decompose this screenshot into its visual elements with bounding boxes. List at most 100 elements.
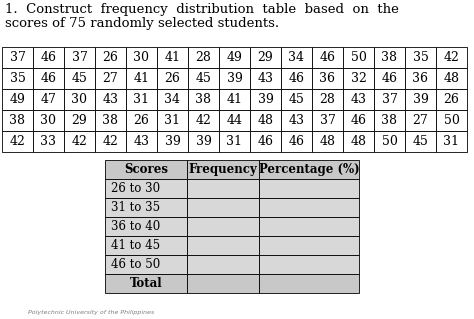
Bar [95,68,126,89]
Bar [405,110,436,131]
Text: 46: 46 [40,72,56,85]
Text: 26 to 30: 26 to 30 [111,182,160,195]
Text: 48: 48 [319,135,336,148]
Bar [259,255,359,274]
Text: 34: 34 [289,51,304,64]
Text: 42: 42 [196,114,211,127]
Text: 46: 46 [319,51,336,64]
Text: 42: 42 [444,51,459,64]
Text: Scores: Scores [124,163,168,176]
Bar [188,131,219,152]
Bar [312,131,343,152]
Bar [259,198,359,217]
Text: 34: 34 [164,93,181,106]
Bar [126,131,157,152]
Text: 27: 27 [413,114,428,127]
Text: 39: 39 [412,93,428,106]
Bar [259,236,359,255]
Text: 46: 46 [289,135,304,148]
Bar [312,110,343,131]
Bar [157,89,188,110]
Text: 43: 43 [289,114,304,127]
Text: 42: 42 [9,135,26,148]
Text: 38: 38 [382,51,398,64]
Bar [2,131,33,152]
Bar [312,68,343,89]
Text: 46: 46 [40,51,56,64]
Text: 29: 29 [72,114,87,127]
Bar [187,217,259,236]
Bar [259,274,359,293]
Bar [250,68,281,89]
Bar [105,198,187,217]
Text: 26: 26 [444,93,459,106]
Bar [187,160,259,179]
Text: 35: 35 [9,72,26,85]
Bar [33,68,64,89]
Bar [312,89,343,110]
Bar [259,217,359,236]
Text: 46: 46 [382,72,398,85]
Bar [187,274,259,293]
Bar [2,89,33,110]
Bar [219,68,250,89]
Bar [436,89,467,110]
Text: Total: Total [130,277,162,290]
Text: Frequency: Frequency [189,163,257,176]
Bar [281,131,312,152]
Bar [250,110,281,131]
Text: 42: 42 [72,135,87,148]
Bar [374,47,405,68]
Bar [105,217,187,236]
Bar [64,89,95,110]
Text: 48: 48 [257,114,273,127]
Bar [250,131,281,152]
Bar [126,47,157,68]
Bar [343,110,374,131]
Bar [343,47,374,68]
Text: 29: 29 [258,51,273,64]
Bar [374,131,405,152]
Text: 39: 39 [257,93,273,106]
Bar [105,274,187,293]
Bar [64,131,95,152]
Text: 39: 39 [196,135,211,148]
Bar [259,179,359,198]
Text: 46: 46 [350,114,366,127]
Bar [436,131,467,152]
Text: 26: 26 [164,72,181,85]
Bar [188,47,219,68]
Text: 48: 48 [444,72,459,85]
Bar [374,89,405,110]
Text: 37: 37 [319,114,336,127]
Text: 47: 47 [41,93,56,106]
Text: 31: 31 [227,135,243,148]
Bar [187,255,259,274]
Bar [219,47,250,68]
Bar [436,110,467,131]
Bar [105,179,187,198]
Text: Percentage (%): Percentage (%) [259,163,359,176]
Bar [405,131,436,152]
Bar [281,68,312,89]
Text: 32: 32 [351,72,366,85]
Bar [157,47,188,68]
Bar [33,89,64,110]
Text: 27: 27 [103,72,118,85]
Bar [343,131,374,152]
Bar [95,110,126,131]
Bar [219,131,250,152]
Bar [405,89,436,110]
Text: 26: 26 [134,114,149,127]
Text: 39: 39 [164,135,181,148]
Text: scores of 75 randomly selected students.: scores of 75 randomly selected students. [5,17,279,30]
Bar [126,110,157,131]
Bar [105,160,187,179]
Text: 36: 36 [319,72,336,85]
Bar [64,110,95,131]
Bar [259,160,359,179]
Bar [281,47,312,68]
Text: 36 to 40: 36 to 40 [111,220,160,233]
Bar [374,110,405,131]
Bar [219,89,250,110]
